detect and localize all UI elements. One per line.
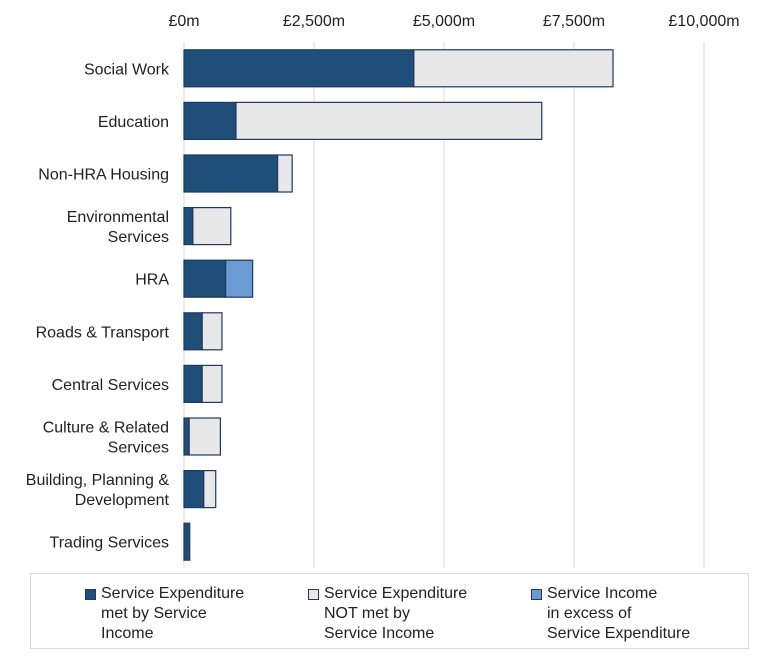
bar-trading-services-s0 — [183, 522, 191, 561]
legend-swatch-not-met — [308, 589, 319, 600]
bar-building-planning-development-s0 — [183, 470, 205, 509]
legend-item-not-met: Service Expenditure NOT met by Service I… — [308, 584, 467, 644]
bar-education-s0 — [183, 101, 237, 141]
x-tick-label: £2,500m — [283, 13, 345, 30]
category-label-environmental-services: Environmental Services — [67, 209, 169, 246]
legend: Service Expenditure met by Service Incom… — [30, 573, 749, 649]
bar-roads-transport-s0 — [183, 312, 203, 351]
x-tick-label: £0m — [168, 13, 199, 30]
bar-series — [183, 49, 614, 561]
x-axis-tick-labels: £0m £2,500m £5,000m £7,500m £10,000m — [168, 13, 739, 30]
legend-label-met: Service Expenditure met by Service Incom… — [101, 585, 245, 642]
bar-environmental-services-s0 — [183, 207, 194, 246]
legend-label-not-met: Service Expenditure NOT met by Service I… — [324, 585, 468, 642]
category-label-central-services: Central Services — [52, 377, 169, 394]
bar-central-services-s0 — [183, 364, 203, 403]
bar-hra-s0 — [183, 259, 227, 298]
category-label-roads-transport: Roads & Transport — [36, 324, 170, 341]
category-label-hra: HRA — [135, 272, 169, 289]
bar-non-hra-housing-s1 — [277, 154, 293, 193]
category-label-non-hra-housing: Non-HRA Housing — [38, 167, 169, 184]
bar-social-work-s1 — [413, 49, 614, 88]
legend-label-income-excess: Service Income in excess of Service Expe… — [547, 585, 691, 642]
x-tick-label: £10,000m — [668, 13, 739, 30]
bar-social-work-s0 — [183, 49, 415, 88]
legend-swatch-income-excess — [531, 589, 542, 600]
category-label-education: Education — [98, 114, 169, 131]
bar-roads-transport-s1 — [201, 312, 223, 351]
bar-environmental-services-s1 — [192, 207, 232, 246]
legend-item-met: Service Expenditure met by Service Incom… — [85, 584, 244, 644]
bar-culture-related-services-s0 — [183, 417, 190, 456]
category-label-trading-services: Trading Services — [50, 535, 169, 552]
x-tick-label: £5,000m — [413, 13, 475, 30]
y-axis-category-labels: Social Work Education Non-HRA Housing Envir… — [26, 61, 170, 551]
bar-hra-s2 — [225, 259, 254, 298]
legend-item-income-excess: Service Income in excess of Service Expe… — [531, 584, 690, 644]
category-label-social-work: Social Work — [84, 61, 170, 78]
legend-swatch-met — [85, 589, 96, 600]
bar-central-services-s1 — [201, 364, 223, 403]
category-label-culture-related-services: Culture & Related Services — [43, 420, 169, 457]
x-tick-label: £7,500m — [543, 13, 605, 30]
bar-building-planning-development-s1 — [203, 470, 217, 509]
category-label-building-planning-development: Building, Planning & Development — [26, 472, 170, 509]
bar-culture-related-services-s1 — [188, 417, 221, 456]
bar-non-hra-housing-s0 — [183, 154, 279, 193]
bar-education-s1 — [235, 101, 543, 141]
